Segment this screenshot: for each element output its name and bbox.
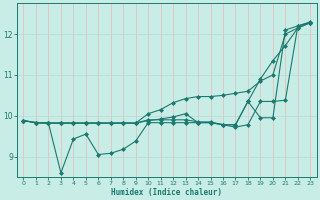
X-axis label: Humidex (Indice chaleur): Humidex (Indice chaleur) bbox=[111, 188, 222, 197]
